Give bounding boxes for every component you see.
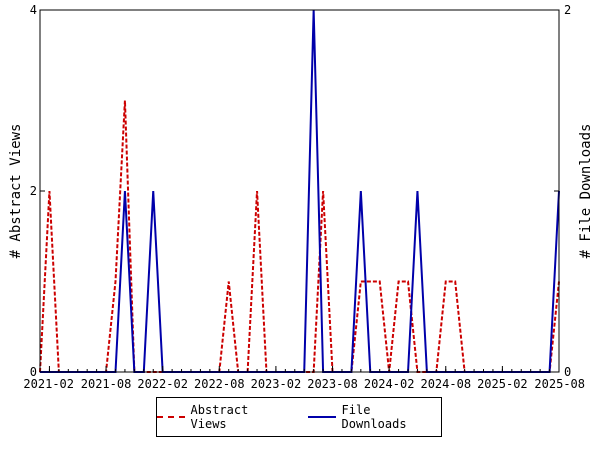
x-tick-label: 2023-02 xyxy=(251,377,302,391)
y2-tick-label: 0 xyxy=(564,365,571,379)
legend-swatch-abstract-views xyxy=(157,416,185,418)
legend-swatch-file-downloads xyxy=(308,416,336,418)
y-axis-right: 02 xyxy=(554,3,571,379)
series-line-file-downloads xyxy=(40,9,560,373)
x-tick-label: 2021-02 xyxy=(23,377,74,391)
legend-label-file-downloads: File Downloads xyxy=(341,403,407,431)
x-tick-label: 2025-02 xyxy=(477,377,528,391)
x-tick-label: 2023-08 xyxy=(307,377,358,391)
x-tick-label: 2022-08 xyxy=(194,377,245,391)
plot-area xyxy=(39,9,560,373)
x-tick-label: 2024-02 xyxy=(364,377,415,391)
y-tick-label: 0 xyxy=(30,365,37,379)
y-tick-label: 2 xyxy=(30,184,37,198)
x-axis: 2021-02 2021-08 2022-02 2022-08 2023-02 2023-… xyxy=(23,366,585,391)
x-tick-label: 2022-02 xyxy=(137,377,188,391)
legend-item-abstract-views: Abstract Views xyxy=(157,403,290,431)
legend-label-abstract-views: Abstract Views xyxy=(190,403,249,431)
y2-tick-label: 2 xyxy=(564,3,571,17)
y-tick-label: 4 xyxy=(30,3,37,17)
x-tick-label: 2025-08 xyxy=(534,377,585,391)
y-axis-left-title: # Abstract Views xyxy=(8,124,24,259)
legend-item-file-downloads: File Downloads xyxy=(308,403,441,431)
x-tick-label: 2021-08 xyxy=(81,377,132,391)
x-tick-label: 2024-08 xyxy=(420,377,471,391)
legend: Abstract Views File Downloads xyxy=(156,397,442,437)
y-axis-left: 0 2 4 xyxy=(30,3,45,379)
y-axis-right-title: # File Downloads xyxy=(578,124,594,259)
